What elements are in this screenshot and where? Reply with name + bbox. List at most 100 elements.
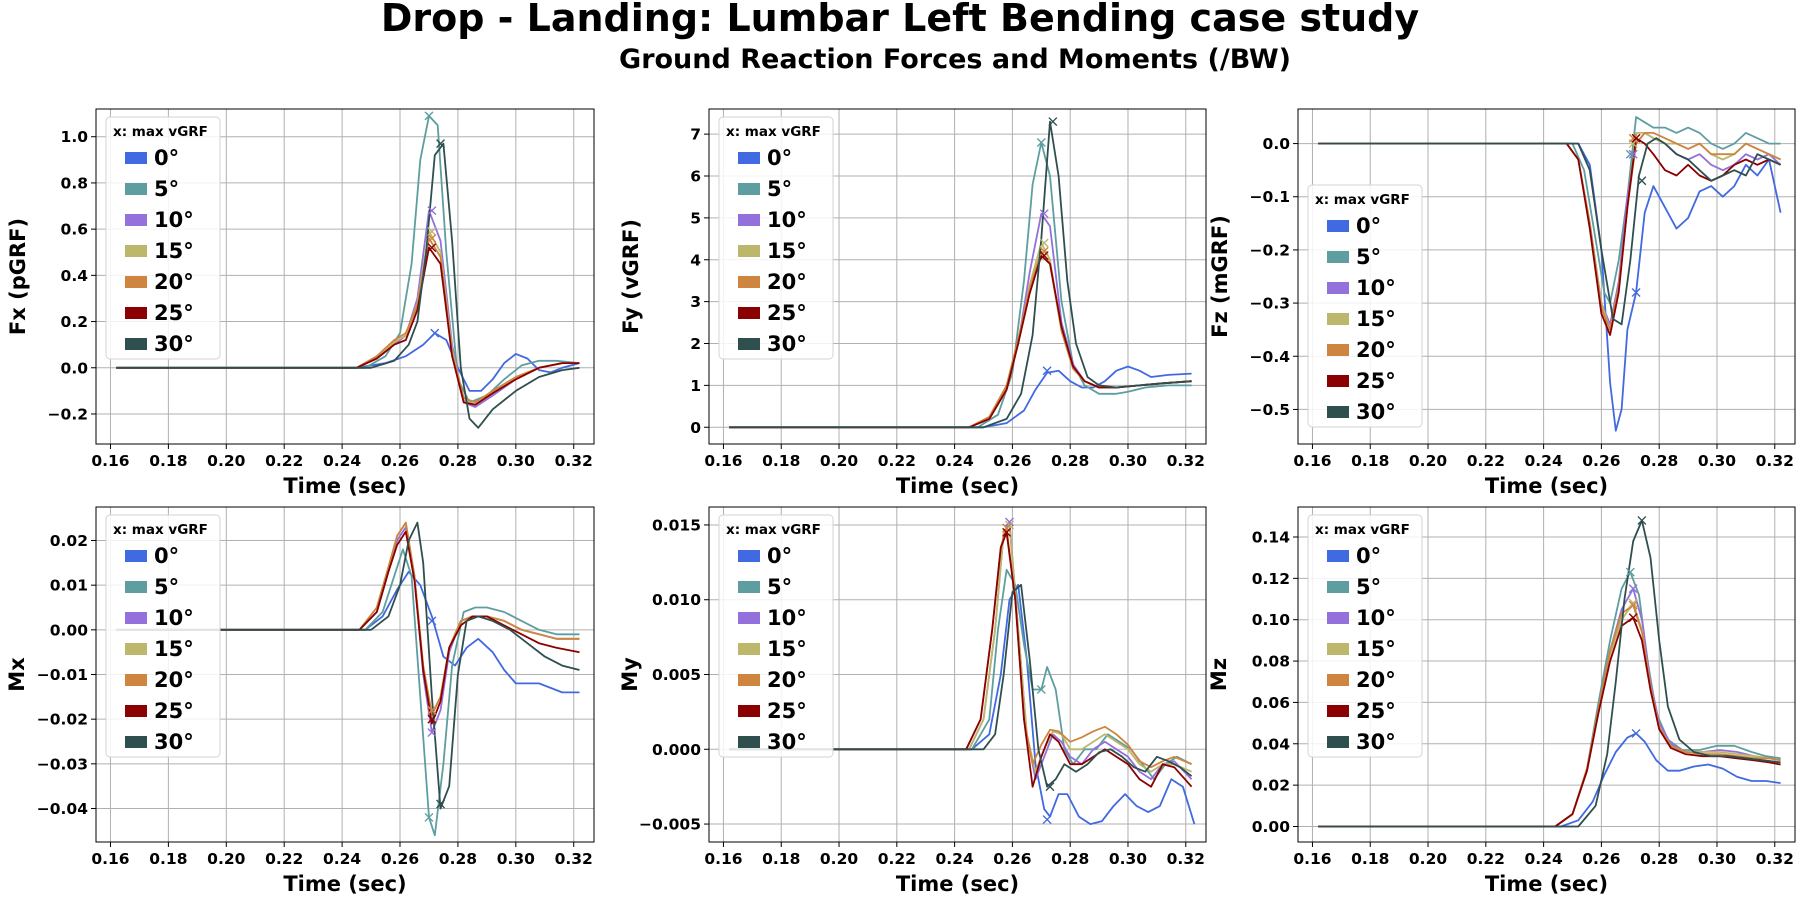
legend-swatch [1327,282,1349,294]
legend-item-label: 15° [767,239,807,263]
y-tick-label: −0.1 [1250,188,1290,206]
series-line-25deg [1318,616,1781,828]
max-vgrf-marker [1625,149,1635,159]
y-tick-label: 0.02 [1252,777,1290,795]
max-vgrf-marker [1036,138,1046,147]
series-line-30deg [729,120,1192,429]
series-line-30deg [1318,519,1781,828]
y-tick-label: −0.03 [37,755,88,773]
series-lines [116,111,580,429]
subplot-1: 0.16 0.18 0.20 0.22 0.24 0.26 0.28 0.30 0.32 −0.2… [6,108,595,498]
y-tick-label: 0.8 [61,174,88,192]
max-vgrf-marker [1637,176,1647,186]
legend-swatch [1327,344,1349,356]
y-axis-label: Mx [5,657,29,692]
plot-frame [1297,506,1796,843]
series-line-30deg [116,142,580,429]
y-tick-label: 0.12 [1252,570,1290,588]
series-line-0deg [729,365,1192,429]
x-tick-label: 0.20 [207,452,245,470]
legend-item-label: 25° [154,699,194,723]
x-tick-label: 0.22 [265,452,303,470]
series-line-25deg [729,531,1193,788]
y-axis-label: Fx (pGRF) [6,218,30,335]
series-line-25deg [116,246,580,406]
x-tick-label: 0.26 [1582,452,1620,470]
legend: x: max vGRF 0° 5° 10° 15° 20° 25° 30° [1307,514,1423,758]
legend: x: max vGRF 0° 5° 10° 15° 20° 25° 30° [718,514,834,758]
y-tick-label: 0.0 [1263,135,1291,153]
x-tick-label: 0.24 [1524,850,1562,868]
legend-item-label: 5° [1356,575,1381,599]
subplot-6: 0.16 0.18 0.20 0.22 0.24 0.26 0.28 0.30 0.32 0.00… [1207,506,1796,896]
legend-item-label: 30° [154,730,194,754]
legend-item-label: 15° [1356,307,1396,331]
y-axis-label: Fz (mGRF) [1208,215,1232,338]
plot-frame [1297,108,1796,445]
legend-item-label: 20° [767,270,807,294]
legend-item-label: 5° [1356,245,1381,269]
legend-box [105,116,221,360]
x-tick-label: 0.24 [1524,452,1562,470]
y-tick-label: −0.04 [37,800,88,818]
legend-swatch [1327,251,1349,263]
series-line-30deg [116,521,580,810]
x-tick-label: 0.26 [1582,850,1620,868]
figure-subtitle: Ground Reaction Forces and Moments (/BW) [619,44,1291,75]
legend-item-label: 0° [1356,214,1381,238]
legend-swatch [125,152,147,164]
x-tick-label: 0.22 [1467,452,1505,470]
legend-item-label: 30° [1356,400,1396,424]
legend-box [105,514,221,758]
legend-box [1307,184,1423,428]
x-tick-label: 0.16 [91,850,129,868]
x-tick-label: 0.22 [1467,850,1505,868]
y-tick-label: 0.08 [1252,653,1290,671]
x-tick-label: 0.32 [1756,850,1794,868]
legend-swatch [738,674,760,686]
y-tick-label: −0.02 [37,711,88,729]
series-line-5deg [116,548,580,837]
y-tick-label: −0.3 [1250,295,1290,313]
y-tick-label: 3 [690,293,701,311]
max-vgrf-marker [1042,815,1052,825]
x-tick-label: 0.28 [439,850,477,868]
legend-swatch [125,581,147,593]
legend-title: x: max vGRF [1315,522,1410,538]
legend-item-label: 15° [154,637,194,661]
legend-item-label: 15° [154,239,194,263]
x-tick-label: 0.22 [878,452,916,470]
legend-swatch [738,643,760,655]
y-tick-label: −0.2 [1250,241,1290,259]
legend: x: max vGRF 0° 5° 10° 15° 20° 25° 30° [718,116,834,360]
series-line-0deg [116,332,580,392]
legend-swatch [125,736,147,748]
legend-item-label: 20° [1356,668,1396,692]
legend-box [718,116,834,360]
max-vgrf-marker [436,139,446,149]
legend-swatch [1327,612,1349,624]
x-axis-label: Time (sec) [283,872,406,896]
figure-title: Drop - Landing: Lumbar Left Bending case… [381,0,1420,40]
legend-title: x: max vGRF [726,522,821,538]
max-vgrf-marker [427,728,437,738]
max-vgrf-marker [1039,251,1049,261]
plot-frame [95,506,595,843]
legend-swatch [1327,313,1349,325]
max-vgrf-marker [1631,287,1641,297]
y-tick-label: 0.02 [50,532,88,550]
legend-swatch [125,183,147,195]
x-tick-label: 0.18 [1351,850,1389,868]
legend-item-label: 10° [154,208,194,232]
legend-swatch [738,705,760,717]
legend-swatch [125,643,147,655]
max-vgrf-marker [1628,584,1638,594]
legend-item-label: 30° [1356,730,1396,754]
legend-item-label: 20° [154,668,194,692]
x-tick-label: 0.20 [1409,850,1447,868]
legend-box [1307,514,1423,758]
series-line-0deg [729,583,1196,825]
max-vgrf-marker [427,226,437,236]
x-axis-label: Time (sec) [896,872,1019,896]
series-lines [1318,116,1782,432]
